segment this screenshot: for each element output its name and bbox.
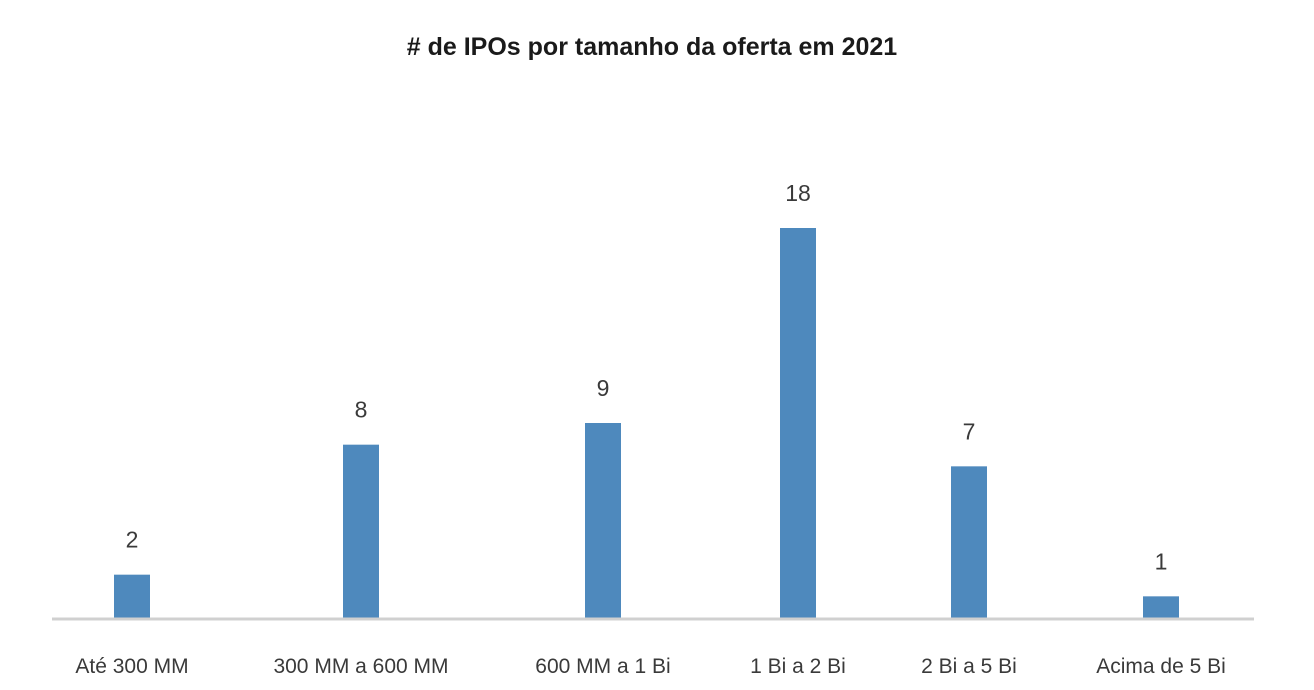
- chart-title: # de IPOs por tamanho da oferta em 2021: [407, 33, 898, 61]
- x-tick-label: Até 300 MM: [75, 655, 188, 678]
- bars-group: [114, 228, 1179, 618]
- bar: [951, 466, 987, 618]
- bar: [1143, 596, 1179, 618]
- data-label: 2: [126, 527, 139, 553]
- x-tick-label: 600 MM a 1 Bi: [535, 655, 670, 678]
- data-label: 1: [1155, 548, 1168, 574]
- data-label: 9: [597, 375, 610, 401]
- x-tick-label: Acima de 5 Bi: [1096, 655, 1226, 678]
- bar: [585, 423, 621, 618]
- x-tick-label: 300 MM a 600 MM: [273, 655, 448, 678]
- bar: [114, 574, 150, 618]
- data-label: 18: [785, 180, 811, 206]
- data-labels-group: 2 8 9 18 7 1: [126, 180, 1168, 574]
- bar: [343, 444, 379, 618]
- data-label: 8: [355, 397, 368, 423]
- bar: [780, 228, 816, 618]
- x-tick-label: 1 Bi a 2 Bi: [750, 655, 846, 678]
- data-label: 7: [963, 418, 976, 444]
- x-tick-labels-group: Até 300 MM 300 MM a 600 MM 600 MM a 1 Bi 1 …: [75, 655, 1225, 678]
- x-tick-label: 2 Bi a 5 Bi: [921, 655, 1017, 678]
